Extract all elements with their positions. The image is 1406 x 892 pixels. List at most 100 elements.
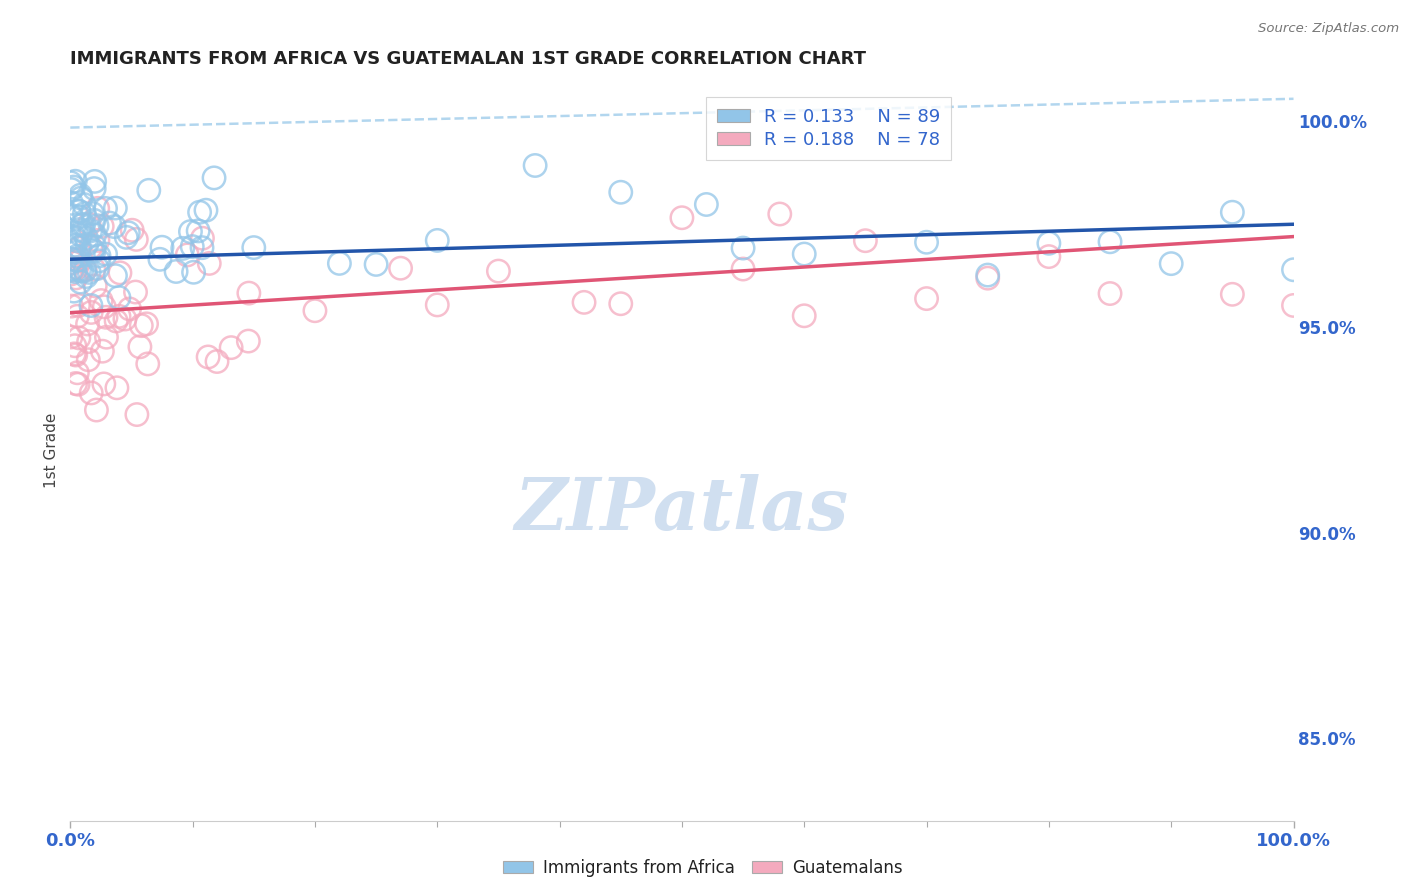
Text: IMMIGRANTS FROM AFRICA VS GUATEMALAN 1ST GRADE CORRELATION CHART: IMMIGRANTS FROM AFRICA VS GUATEMALAN 1ST…: [70, 50, 866, 68]
Point: [96, 330, 118, 344]
Point: [66, 249, 89, 263]
Point: [65, 174, 87, 188]
Point: [191, 241, 214, 255]
Legend: R = 0.133    N = 89, R = 0.188    N = 78: R = 0.133 N = 89, R = 0.188 N = 78: [706, 96, 950, 160]
Point: [70, 264, 93, 278]
Point: [72, 224, 94, 238]
Point: [60, 183, 83, 197]
Point: [105, 314, 128, 328]
Point: [76, 231, 98, 245]
Point: [115, 230, 138, 244]
Point: [304, 303, 326, 318]
Point: [60, 299, 83, 313]
Point: [86, 261, 108, 276]
Point: [62, 180, 84, 194]
Point: [87, 253, 110, 268]
Point: [66, 310, 89, 324]
Point: [73, 217, 96, 231]
Point: [198, 256, 221, 270]
Point: [83, 239, 105, 253]
Point: [63, 264, 86, 278]
Point: [77, 334, 100, 349]
Point: [524, 159, 547, 173]
Point: [138, 183, 160, 197]
Point: [124, 285, 146, 299]
Point: [77, 218, 100, 232]
Point: [83, 213, 105, 227]
Point: [181, 239, 204, 253]
Point: [793, 309, 815, 323]
Point: [69, 227, 91, 242]
Point: [79, 224, 101, 238]
Point: [103, 219, 125, 234]
Point: [976, 268, 998, 282]
Point: [73, 207, 96, 221]
Point: [114, 312, 136, 326]
Point: [90, 293, 112, 308]
Point: [91, 344, 114, 359]
Point: [366, 257, 388, 271]
Point: [66, 260, 89, 275]
Point: [129, 318, 152, 333]
Point: [98, 216, 121, 230]
Point: [150, 240, 173, 254]
Point: [93, 300, 115, 314]
Point: [976, 271, 998, 285]
Text: ZIPatlas: ZIPatlas: [515, 475, 849, 545]
Point: [76, 237, 98, 252]
Point: [83, 262, 105, 277]
Point: [328, 256, 350, 270]
Y-axis label: 1st Grade: 1st Grade: [44, 413, 59, 488]
Point: [194, 203, 217, 218]
Point: [83, 227, 105, 242]
Point: [165, 264, 187, 278]
Point: [80, 240, 103, 254]
Point: [1038, 236, 1060, 251]
Point: [108, 266, 131, 280]
Point: [69, 275, 91, 289]
Point: [1220, 205, 1243, 219]
Point: [87, 249, 110, 263]
Point: [176, 248, 198, 262]
Point: [105, 381, 128, 395]
Point: [70, 218, 93, 232]
Point: [94, 247, 117, 261]
Text: Source: ZipAtlas.com: Source: ZipAtlas.com: [1258, 22, 1399, 36]
Point: [80, 305, 103, 319]
Point: [62, 256, 84, 270]
Point: [769, 207, 792, 221]
Point: [197, 350, 219, 364]
Point: [671, 211, 693, 225]
Point: [66, 366, 89, 380]
Point: [915, 235, 938, 250]
Point: [129, 340, 152, 354]
Point: [733, 241, 755, 255]
Point: [65, 271, 87, 285]
Point: [793, 247, 815, 261]
Point: [104, 201, 127, 215]
Point: [66, 253, 89, 268]
Point: [188, 205, 211, 219]
Point: [572, 295, 595, 310]
Point: [80, 385, 103, 400]
Point: [86, 219, 108, 233]
Point: [75, 269, 97, 284]
Point: [488, 264, 510, 278]
Point: [238, 286, 260, 301]
Point: [82, 206, 104, 220]
Point: [202, 170, 225, 185]
Point: [179, 225, 201, 239]
Point: [60, 262, 83, 277]
Point: [426, 234, 449, 248]
Point: [67, 241, 90, 255]
Point: [73, 197, 96, 211]
Point: [172, 241, 194, 255]
Point: [94, 202, 117, 216]
Point: [183, 265, 205, 279]
Point: [855, 234, 877, 248]
Point: [69, 263, 91, 277]
Point: [82, 243, 104, 257]
Point: [135, 317, 157, 331]
Point: [66, 234, 89, 248]
Point: [733, 262, 755, 277]
